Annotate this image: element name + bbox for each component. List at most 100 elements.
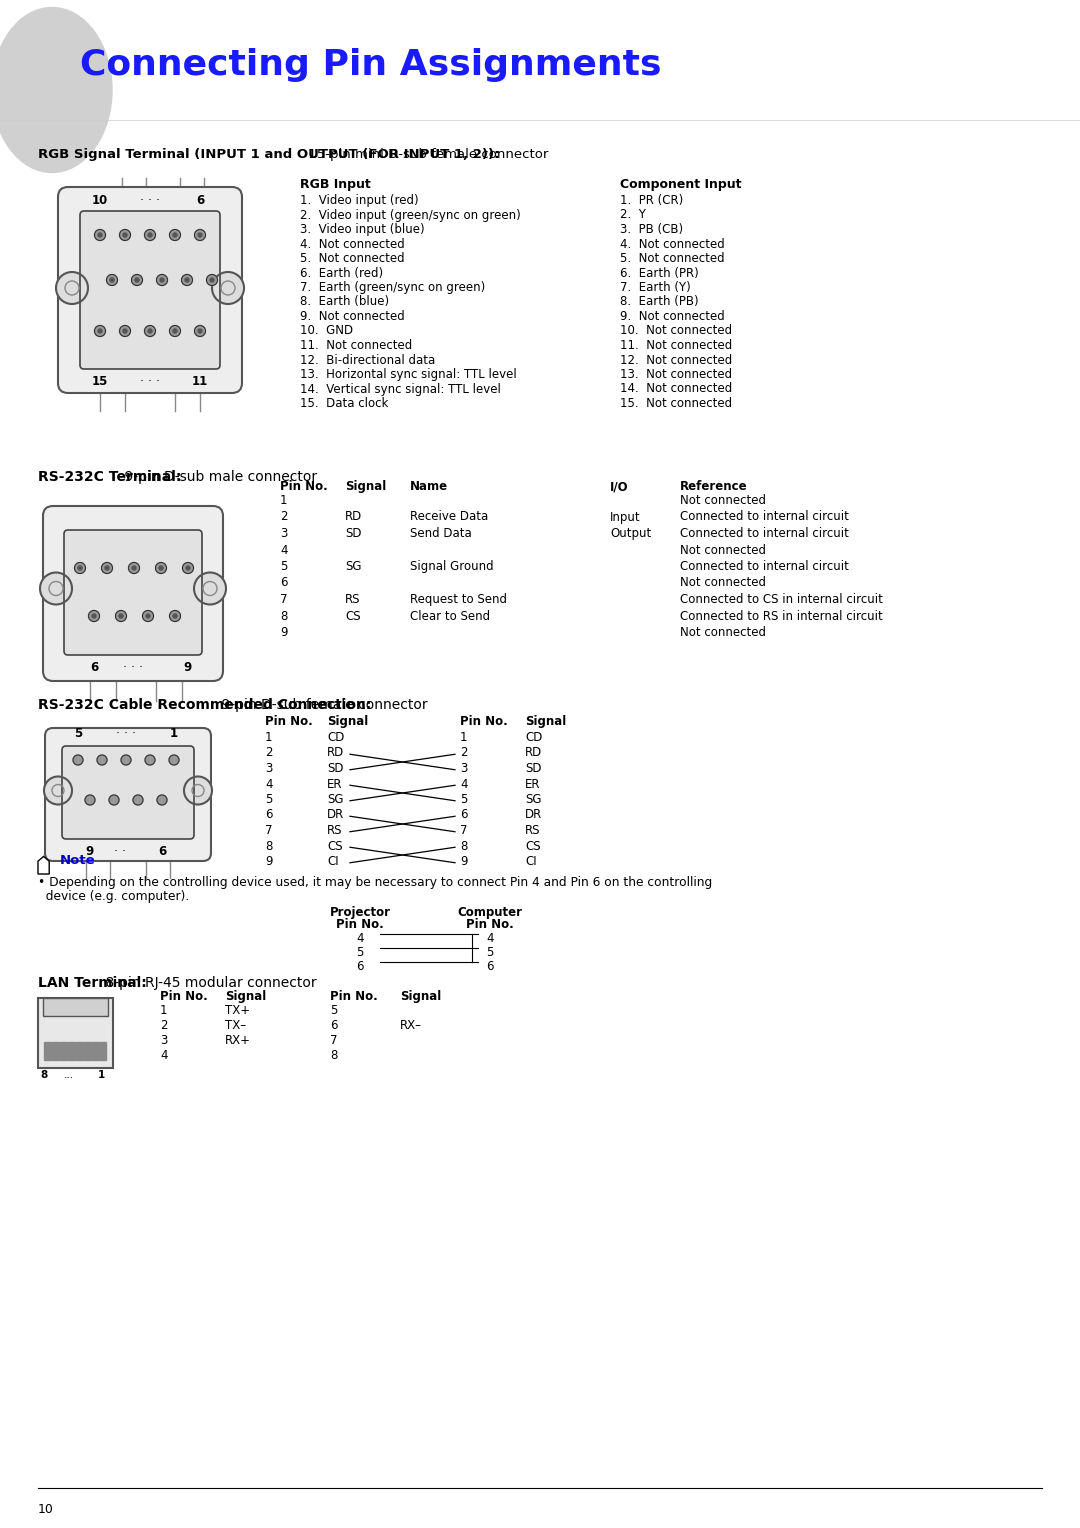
Text: 7: 7: [460, 824, 468, 837]
Text: · · ·: · · ·: [140, 374, 160, 388]
Text: 4.  Not connected: 4. Not connected: [620, 237, 725, 251]
Text: SG: SG: [345, 559, 362, 573]
Text: Signal: Signal: [327, 715, 368, 727]
Text: 5: 5: [486, 946, 494, 960]
Text: 3: 3: [460, 762, 468, 775]
Circle shape: [121, 755, 131, 766]
Text: 5: 5: [73, 727, 82, 740]
Text: 13.  Horizontal sync signal: TTL level: 13. Horizontal sync signal: TTL level: [300, 368, 516, 380]
Text: 4: 4: [265, 778, 272, 790]
Circle shape: [148, 232, 152, 237]
Text: 5.  Not connected: 5. Not connected: [300, 252, 405, 264]
Circle shape: [173, 232, 177, 237]
Text: CS: CS: [525, 839, 541, 853]
Text: 9-pin D-sub female connector: 9-pin D-sub female connector: [217, 698, 428, 712]
Circle shape: [156, 562, 166, 573]
Text: Pin No.: Pin No.: [280, 480, 327, 494]
Circle shape: [168, 755, 179, 766]
Bar: [44, 1042, 51, 1060]
Text: RD: RD: [327, 747, 345, 759]
FancyBboxPatch shape: [45, 727, 211, 860]
Text: RS: RS: [525, 824, 540, 837]
Text: 3.  Video input (blue): 3. Video input (blue): [300, 223, 424, 235]
Text: TX–: TX–: [225, 1019, 246, 1031]
Circle shape: [135, 278, 139, 283]
Text: 2: 2: [265, 747, 272, 759]
Text: 3: 3: [160, 1034, 167, 1047]
Text: CS: CS: [345, 610, 361, 622]
Text: Output: Output: [610, 527, 651, 539]
Text: 13.  Not connected: 13. Not connected: [620, 368, 732, 380]
Circle shape: [44, 776, 72, 805]
Circle shape: [210, 278, 214, 283]
Text: 2.  Video input (green/sync on green): 2. Video input (green/sync on green): [300, 208, 521, 222]
Text: Send Data: Send Data: [410, 527, 472, 539]
Text: 8.  Earth (blue): 8. Earth (blue): [300, 295, 389, 309]
Circle shape: [133, 795, 143, 805]
Circle shape: [146, 614, 150, 617]
Text: RD: RD: [525, 747, 542, 759]
Text: 9-pin D-sub male connector: 9-pin D-sub male connector: [120, 471, 318, 484]
Text: 3.  PB (CB): 3. PB (CB): [620, 223, 684, 235]
Text: CS: CS: [327, 839, 342, 853]
Text: 14.  Vertical sync signal: TTL level: 14. Vertical sync signal: TTL level: [300, 382, 501, 396]
Circle shape: [78, 565, 82, 570]
Circle shape: [148, 329, 152, 333]
Text: 5.  Not connected: 5. Not connected: [620, 252, 725, 264]
Text: Reference: Reference: [680, 480, 747, 494]
Text: 1: 1: [160, 1004, 167, 1018]
Circle shape: [120, 325, 131, 336]
Text: SG: SG: [327, 793, 343, 805]
Text: 6.  Earth (red): 6. Earth (red): [300, 266, 383, 280]
Text: 9: 9: [86, 845, 94, 859]
Text: 10.  Not connected: 10. Not connected: [620, 324, 732, 338]
Circle shape: [160, 278, 164, 283]
Circle shape: [181, 275, 192, 286]
Text: 5: 5: [330, 1004, 337, 1018]
Text: Not connected: Not connected: [680, 626, 766, 639]
Text: 1.  PR (CR): 1. PR (CR): [620, 194, 684, 206]
Text: Connecting Pin Assignments: Connecting Pin Assignments: [80, 47, 661, 83]
Text: 2: 2: [460, 747, 468, 759]
Text: · ·: · ·: [114, 845, 126, 859]
Text: · · ·: · · ·: [123, 662, 143, 674]
Text: 10.  GND: 10. GND: [300, 324, 353, 338]
Text: 6.  Earth (PR): 6. Earth (PR): [620, 266, 699, 280]
Text: 6: 6: [486, 960, 494, 973]
Text: 7.  Earth (Y): 7. Earth (Y): [620, 281, 691, 293]
Circle shape: [98, 232, 102, 237]
Text: I/O: I/O: [610, 480, 629, 494]
Bar: [38, 998, 113, 1068]
FancyBboxPatch shape: [64, 530, 202, 656]
Circle shape: [157, 275, 167, 286]
Text: Not connected: Not connected: [680, 576, 766, 590]
Text: RGB Input: RGB Input: [300, 177, 370, 191]
Bar: [99, 1042, 106, 1060]
Text: 6: 6: [330, 1019, 337, 1031]
Text: Signal: Signal: [225, 990, 267, 1002]
Circle shape: [98, 329, 102, 333]
Text: 8: 8: [40, 1070, 48, 1080]
Circle shape: [123, 329, 127, 333]
Text: 4: 4: [160, 1050, 167, 1062]
Text: Receive Data: Receive Data: [410, 510, 488, 524]
Text: Request to Send: Request to Send: [410, 593, 507, 607]
Circle shape: [206, 275, 217, 286]
Text: 15.  Not connected: 15. Not connected: [620, 397, 732, 410]
Text: 7: 7: [265, 824, 272, 837]
Text: Signal Ground: Signal Ground: [410, 559, 494, 573]
Text: 3: 3: [280, 527, 287, 539]
Circle shape: [73, 755, 83, 766]
Circle shape: [173, 329, 177, 333]
Text: 1: 1: [210, 214, 218, 228]
Circle shape: [183, 562, 193, 573]
Text: 9: 9: [460, 856, 468, 868]
Text: RX–: RX–: [400, 1019, 422, 1031]
Text: 11: 11: [192, 374, 208, 388]
Text: 4: 4: [460, 778, 468, 790]
Text: 8-pin RJ-45 modular connector: 8-pin RJ-45 modular connector: [100, 976, 316, 990]
Circle shape: [116, 611, 126, 622]
Text: • Depending on the controlling device used, it may be necessary to connect Pin 4: • Depending on the controlling device us…: [38, 876, 712, 889]
Text: 9.  Not connected: 9. Not connected: [300, 310, 405, 322]
Text: Not connected: Not connected: [680, 544, 766, 556]
